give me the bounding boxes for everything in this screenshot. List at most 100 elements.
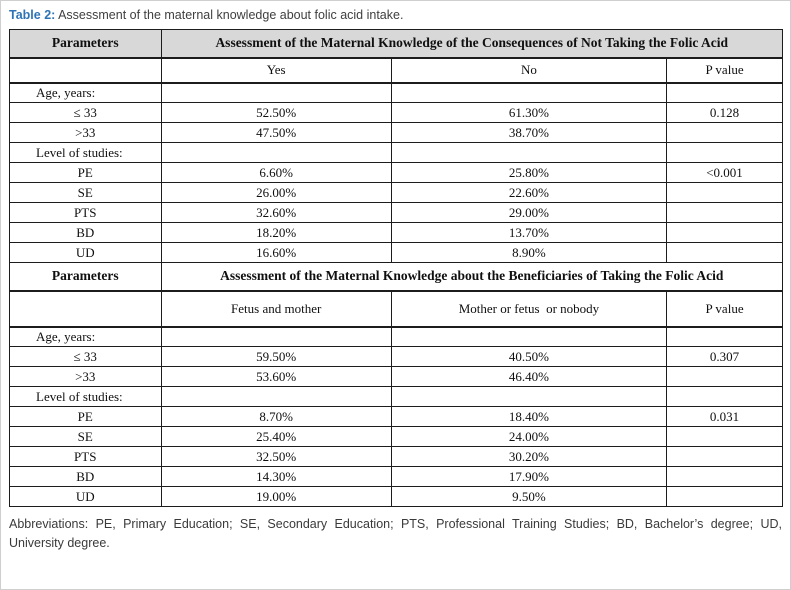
data-cell: [666, 142, 783, 163]
row-label-cell: BD: [9, 222, 162, 243]
row-label-cell: UD: [9, 242, 162, 263]
table-row: SE 26.00% 22.60%: [9, 182, 783, 203]
table-row: PE 8.70% 18.40% 0.031: [9, 406, 783, 427]
data-cell: 30.20%: [390, 446, 668, 467]
section-title-cell: Assessment of the Maternal Knowledge abo…: [160, 262, 783, 292]
data-cell: 17.90%: [390, 466, 668, 487]
data-cell: [390, 326, 668, 347]
row-label-cell: Level of studies:: [9, 142, 162, 163]
data-cell: 52.50%: [160, 102, 392, 123]
row-label-cell: SE: [9, 182, 162, 203]
data-cell: 53.60%: [160, 366, 392, 387]
table-row: BD 14.30% 17.90%: [9, 466, 783, 487]
data-cell: [666, 426, 783, 447]
data-cell: 40.50%: [390, 346, 668, 367]
table-caption: Table 2: Assessment of the maternal know…: [9, 7, 782, 23]
row-label-cell: PE: [9, 162, 162, 183]
column-header-cell: P value: [666, 57, 783, 84]
row-label-cell: SE: [9, 426, 162, 447]
data-cell: 59.50%: [160, 346, 392, 367]
data-cell: 22.60%: [390, 182, 668, 203]
data-cell: [666, 222, 783, 243]
data-cell: 25.40%: [160, 426, 392, 447]
data-cell: <0.001: [666, 162, 783, 183]
data-cell: 0.307: [666, 346, 783, 367]
data-cell: 0.128: [666, 102, 783, 123]
table-row: ≤ 33 52.50% 61.30% 0.128: [9, 102, 783, 123]
data-cell: [666, 242, 783, 263]
parameters-header-cell: Parameters: [9, 262, 162, 292]
data-cell: [666, 466, 783, 487]
data-cell: 14.30%: [160, 466, 392, 487]
data-cell: 29.00%: [390, 202, 668, 223]
data-cell: [666, 326, 783, 347]
data-cell: 0.031: [666, 406, 783, 427]
data-cell: [390, 142, 668, 163]
empty-cell: [9, 57, 162, 84]
data-cell: [160, 82, 392, 103]
data-cell: [666, 486, 783, 507]
table-row: UD 16.60% 8.90%: [9, 242, 783, 263]
table-caption-label: Table 2:: [9, 8, 56, 22]
column-header-row: Fetus and mother Mother or fetus or nobod…: [9, 290, 783, 328]
data-cell: 32.50%: [160, 446, 392, 467]
data-cell: 38.70%: [390, 122, 668, 143]
table-row: PTS 32.60% 29.00%: [9, 202, 783, 223]
data-cell: [666, 82, 783, 103]
row-label-cell: PE: [9, 406, 162, 427]
empty-cell: [9, 290, 162, 328]
data-cell: 46.40%: [390, 366, 668, 387]
table-row: >33 47.50% 38.70%: [9, 122, 783, 143]
table-row: SE 25.40% 24.00%: [9, 426, 783, 447]
data-cell: 18.20%: [160, 222, 392, 243]
data-cell: [666, 386, 783, 407]
row-label-cell: Level of studies:: [9, 386, 162, 407]
table-row: PE 6.60% 25.80% <0.001: [9, 162, 783, 183]
column-header-cell: Mother or fetus or nobody: [390, 290, 668, 328]
table-row: ≤ 33 59.50% 40.50% 0.307: [9, 346, 783, 367]
data-cell: 9.50%: [390, 486, 668, 507]
table-row: Age, years:: [9, 326, 783, 347]
data-cell: 18.40%: [390, 406, 668, 427]
data-cell: 32.60%: [160, 202, 392, 223]
row-label-cell: UD: [9, 486, 162, 507]
data-cell: 25.80%: [390, 162, 668, 183]
abbreviations-footnote: Abbreviations: PE, Primary Education; SE…: [9, 517, 782, 550]
data-cell: [666, 182, 783, 203]
data-cell: 19.00%: [160, 486, 392, 507]
column-header-row: Yes No P value: [9, 57, 783, 84]
data-cell: [160, 386, 392, 407]
column-header-cell: Fetus and mother: [160, 290, 392, 328]
row-label-cell: ≤ 33: [9, 346, 162, 367]
data-cell: [160, 326, 392, 347]
data-cell: 16.60%: [160, 242, 392, 263]
data-cell: 47.50%: [160, 122, 392, 143]
section-header-row: Parameters Assessment of the Maternal Kno…: [9, 29, 783, 59]
table-row: UD 19.00% 9.50%: [9, 486, 783, 507]
data-cell: [666, 202, 783, 223]
table-row: >33 53.60% 46.40%: [9, 366, 783, 387]
table-row: Level of studies:: [9, 386, 783, 407]
column-header-cell: P value: [666, 290, 783, 328]
data-cell: 6.60%: [160, 162, 392, 183]
data-cell: 8.70%: [160, 406, 392, 427]
parameters-header-cell: Parameters: [9, 29, 162, 59]
data-cell: [390, 386, 668, 407]
table-row: Level of studies:: [9, 142, 783, 163]
data-cell: [666, 122, 783, 143]
row-label-cell: PTS: [9, 446, 162, 467]
data-cell: [666, 446, 783, 467]
column-header-cell: No: [390, 57, 668, 84]
data-cell: 24.00%: [390, 426, 668, 447]
section-title-cell: Assessment of the Maternal Knowledge of …: [160, 29, 783, 59]
data-cell: 8.90%: [390, 242, 668, 263]
table-row: PTS 32.50% 30.20%: [9, 446, 783, 467]
data-cell: [160, 142, 392, 163]
table-body: Parameters Assessment of the Maternal Kno…: [9, 29, 783, 507]
data-cell: [666, 366, 783, 387]
row-label-cell: PTS: [9, 202, 162, 223]
row-label-cell: >33: [9, 122, 162, 143]
section-header-row: Parameters Assessment of the Maternal Kno…: [9, 262, 783, 292]
data-table: Parameters Assessment of the Maternal Kno…: [9, 29, 783, 507]
row-label-cell: BD: [9, 466, 162, 487]
